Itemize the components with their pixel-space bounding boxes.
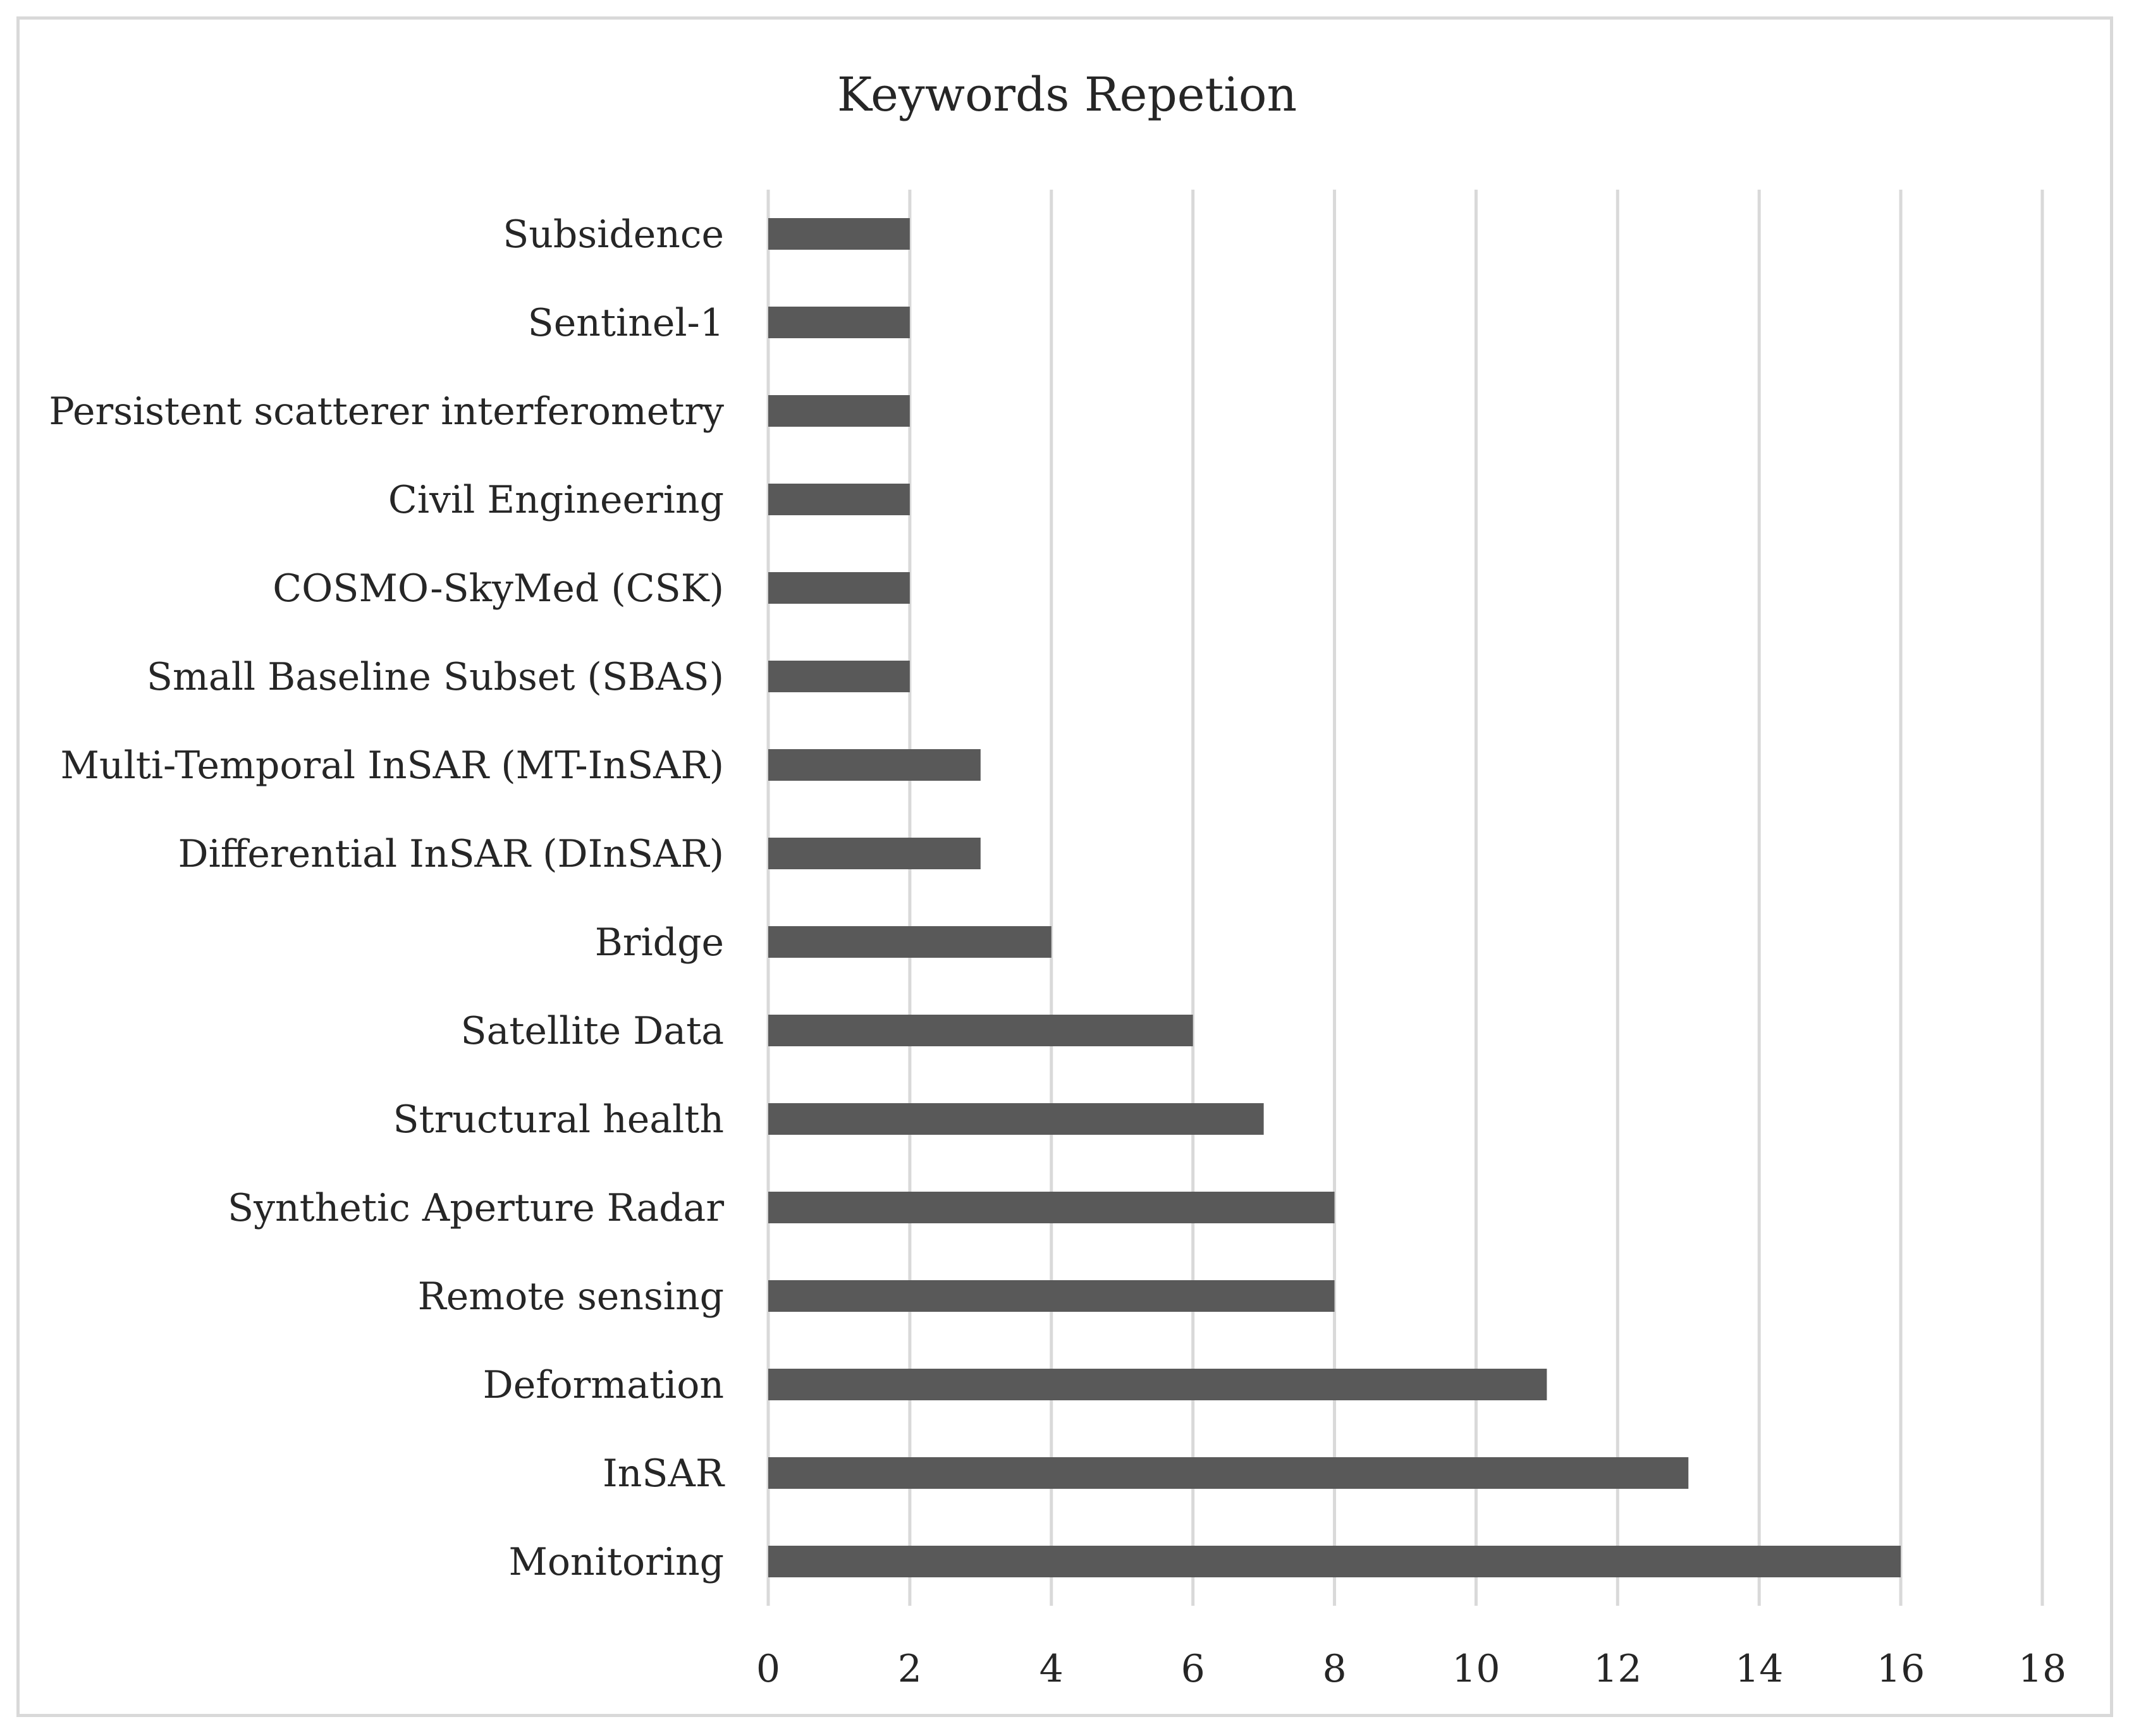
bar [768, 395, 910, 427]
category-label: Monitoring [508, 1540, 724, 1584]
bar [768, 1280, 1335, 1312]
x-tick-label: 12 [1593, 1647, 1641, 1691]
category-label: Civil Engineering [388, 478, 724, 522]
bar [768, 1546, 1901, 1577]
x-tick-label: 2 [898, 1647, 922, 1691]
bar [768, 838, 981, 869]
category-label: Sentinel-1 [528, 301, 724, 345]
category-label: Bridge [595, 920, 724, 965]
bar [768, 1103, 1264, 1135]
bar [768, 1457, 1689, 1489]
bar [768, 661, 910, 692]
category-label: Subsidence [503, 212, 724, 257]
bar [768, 572, 910, 604]
bar [768, 218, 910, 250]
category-label: Multi-Temporal InSAR (MT-InSAR) [60, 743, 724, 788]
x-tick-label: 8 [1322, 1647, 1346, 1691]
bar [768, 1015, 1193, 1046]
category-label: Synthetic Aperture Radar [228, 1186, 724, 1230]
category-label: Satellite Data [460, 1009, 724, 1053]
x-tick-label: 16 [1877, 1647, 1925, 1691]
category-label: InSAR [603, 1452, 725, 1496]
bar [768, 484, 910, 515]
x-tick-label: 4 [1039, 1647, 1064, 1691]
x-tick-label: 10 [1452, 1647, 1500, 1691]
x-tick-label: 0 [756, 1647, 780, 1691]
category-label: Structural health [393, 1097, 724, 1142]
bar [768, 926, 1052, 958]
category-label: Small Baseline Subset (SBAS) [147, 655, 724, 699]
bars [768, 218, 1901, 1577]
x-tick-labels: 0 2 4 6 8 10 12 14 16 18 [756, 1647, 2066, 1691]
category-label: Differential InSAR (DInSAR) [178, 832, 725, 876]
category-label: COSMO-SkyMed (CSK) [273, 566, 724, 611]
x-tick-label: 6 [1181, 1647, 1205, 1691]
bar [768, 1369, 1547, 1400]
bar [768, 307, 910, 338]
category-label: Remote sensing [418, 1274, 724, 1319]
category-labels: Subsidence Sentinel-1 Persistent scatterer… [49, 212, 725, 1584]
category-label: Persistent scatterer interferometry [49, 389, 724, 434]
chart-frame [16, 16, 2113, 1717]
bar [768, 1192, 1335, 1223]
category-label: Deformation [483, 1363, 724, 1407]
x-tick-label: 14 [1735, 1647, 1783, 1691]
bar [768, 749, 981, 781]
x-tick-label: 18 [2018, 1647, 2066, 1691]
chart-title: Keywords Repetion [837, 68, 1297, 122]
